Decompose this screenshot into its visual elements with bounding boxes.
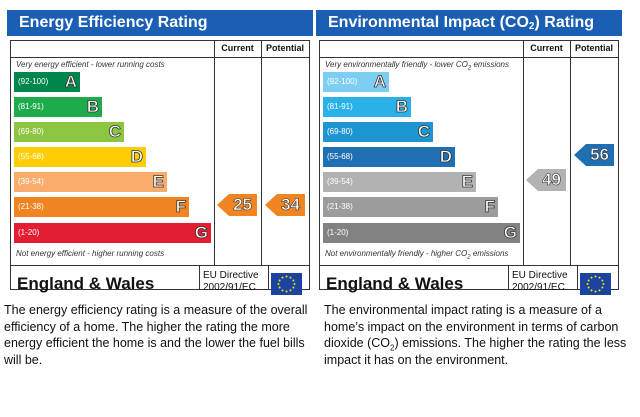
environmental-band-g: (1-20) G bbox=[323, 223, 520, 243]
environmental-band-e: (39-54) E bbox=[323, 172, 476, 192]
energy-band-b: (81-91) B bbox=[14, 97, 102, 117]
directive-line-2: 2002/91/EC bbox=[203, 282, 256, 293]
environmental-band-a: (92-100) A bbox=[323, 72, 389, 92]
band-letter: D bbox=[439, 147, 452, 167]
potential-column-header: Potential bbox=[265, 43, 304, 53]
band-letter: F bbox=[484, 197, 495, 217]
eu-flag-icon bbox=[580, 273, 611, 295]
band-range: (81-91) bbox=[18, 102, 44, 111]
band-range: (55-68) bbox=[18, 152, 44, 161]
environmental-bottom-note: Not environmentally friendly - higher CO… bbox=[325, 249, 509, 261]
energy-band-g: (1-20) G bbox=[14, 223, 211, 243]
band-range: (39-54) bbox=[18, 177, 44, 186]
current-column-header: Current bbox=[530, 43, 563, 53]
environmental-band-d: (55-68) D bbox=[323, 147, 455, 167]
directive-line-2: 2002/91/EC bbox=[512, 282, 565, 293]
band-range: (21-38) bbox=[327, 202, 353, 211]
band-letter: D bbox=[130, 147, 143, 167]
energy-efficiency-panel: Energy Efficiency Rating Current Potenti… bbox=[7, 10, 313, 295]
environmental-potential-rating-arrow: 56 bbox=[574, 144, 614, 166]
environmental-band-c: (69-80) C bbox=[323, 122, 433, 142]
band-letter: B bbox=[86, 97, 99, 117]
band-range: (1-20) bbox=[18, 228, 40, 237]
environmental-panel-title: Environmental Impact (CO2) Rating bbox=[316, 10, 622, 36]
energy-band-d: (55-68) D bbox=[14, 147, 146, 167]
energy-band-f: (21-38) F bbox=[14, 197, 189, 217]
energy-panel-title: Energy Efficiency Rating bbox=[7, 10, 313, 36]
band-range: (1-20) bbox=[327, 228, 349, 237]
band-letter: A bbox=[64, 72, 77, 92]
environmental-impact-panel: Environmental Impact (CO2) Rating Curren… bbox=[316, 10, 622, 295]
band-range: (69-80) bbox=[327, 127, 353, 136]
energy-description: The energy efficiency rating is a measur… bbox=[4, 303, 308, 367]
energy-eu-directive: EU Directive 2002/91/EC bbox=[203, 270, 259, 294]
environmental-current-rating-arrow: 49 bbox=[526, 169, 566, 191]
band-letter: A bbox=[373, 72, 386, 92]
energy-current-rating-arrow: 25 bbox=[217, 194, 257, 216]
environmental-eu-directive: EU Directive 2002/91/EC bbox=[512, 270, 568, 294]
energy-rating-frame: Current Potential Very energy efficient … bbox=[10, 40, 310, 295]
band-range: (69-80) bbox=[18, 127, 44, 136]
environmental-top-note: Very environmentally friendly - lower CO… bbox=[325, 60, 510, 72]
energy-band-a: (92-100) A bbox=[14, 72, 80, 92]
eu-flag-icon bbox=[271, 273, 302, 295]
energy-region: England & Wales bbox=[17, 274, 155, 293]
band-range: (92-100) bbox=[327, 77, 358, 86]
energy-band-e: (39-54) E bbox=[14, 172, 167, 192]
band-letter: G bbox=[194, 223, 208, 243]
band-range: (55-68) bbox=[327, 152, 353, 161]
environmental-band-b: (81-91) B bbox=[323, 97, 411, 117]
band-range: (21-38) bbox=[18, 202, 44, 211]
band-letter: G bbox=[503, 223, 517, 243]
environmental-description: The environmental impact rating is a mea… bbox=[324, 303, 627, 367]
energy-bottom-note: Not energy efficient - higher running co… bbox=[16, 249, 165, 258]
band-letter: C bbox=[417, 122, 430, 142]
band-letter: B bbox=[395, 97, 408, 117]
band-range: (39-54) bbox=[327, 177, 353, 186]
energy-band-c: (69-80) C bbox=[14, 122, 124, 142]
band-letter: E bbox=[461, 172, 473, 192]
band-range: (92-100) bbox=[18, 77, 49, 86]
band-letter: C bbox=[108, 122, 121, 142]
current-column-header: Current bbox=[221, 43, 254, 53]
potential-column-header: Potential bbox=[574, 43, 613, 53]
energy-top-note: Very energy efficient - lower running co… bbox=[16, 60, 165, 69]
band-range: (81-91) bbox=[327, 102, 353, 111]
environmental-band-f: (21-38) F bbox=[323, 197, 498, 217]
directive-line-1: EU Directive bbox=[512, 270, 568, 281]
environmental-rating-frame: Current Potential Very environmentally f… bbox=[319, 40, 619, 295]
energy-potential-rating-arrow: 34 bbox=[265, 194, 305, 216]
band-letter: F bbox=[175, 197, 186, 217]
band-letter: E bbox=[152, 172, 164, 192]
directive-line-1: EU Directive bbox=[203, 270, 259, 281]
environmental-region: England & Wales bbox=[326, 274, 464, 293]
